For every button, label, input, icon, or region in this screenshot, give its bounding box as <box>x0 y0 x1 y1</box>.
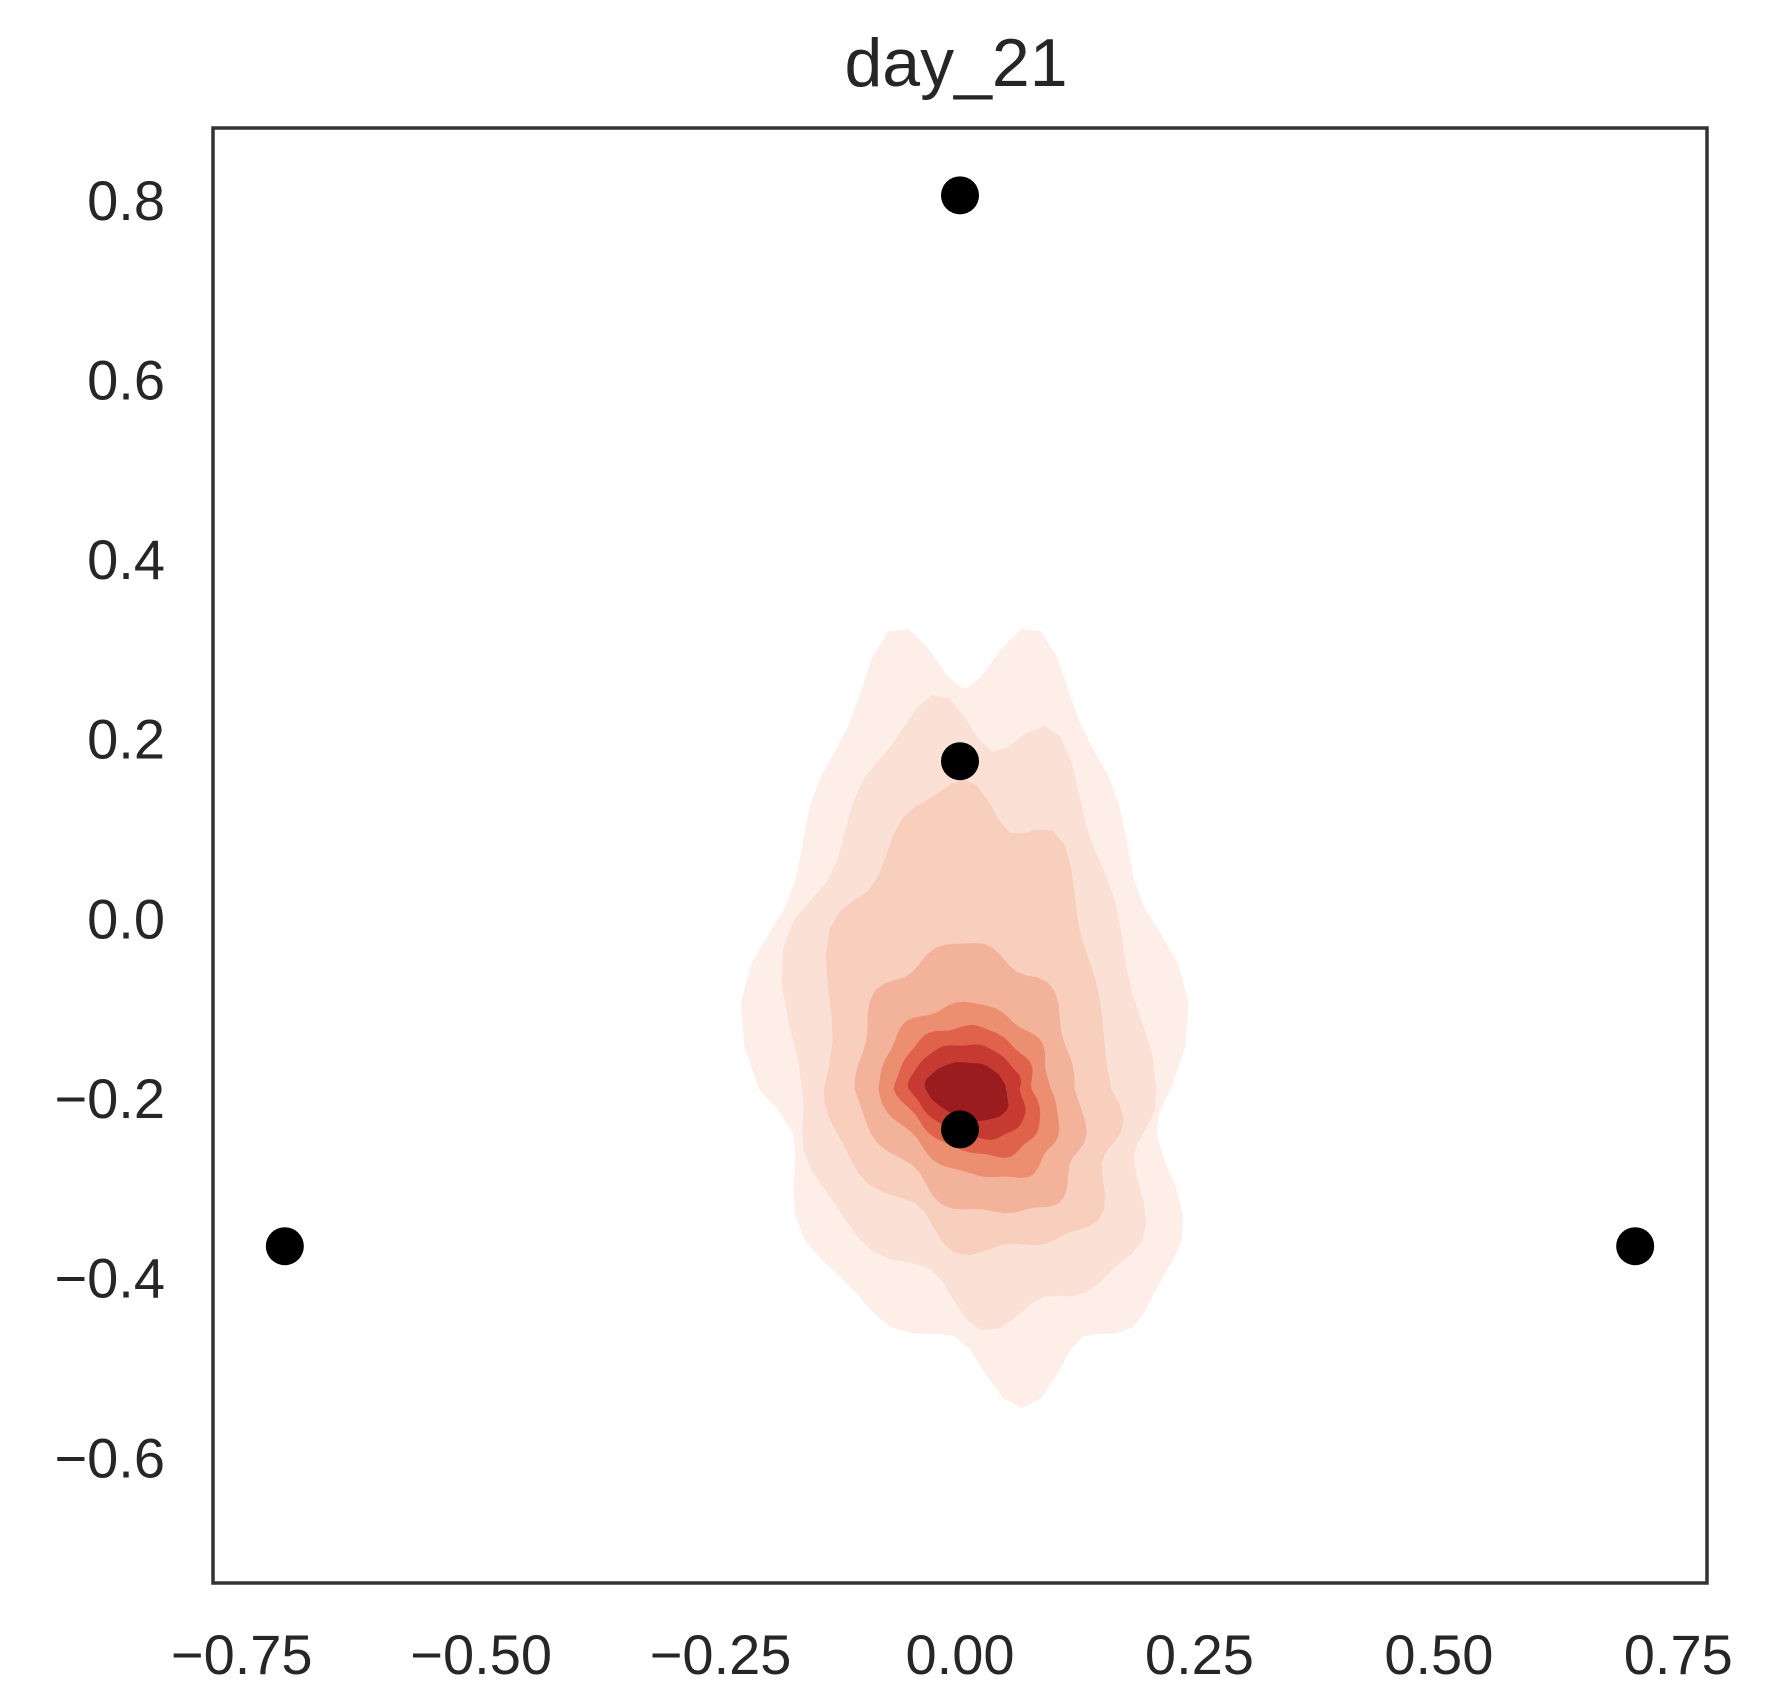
x-tick-label: 0.50 <box>1384 1623 1493 1686</box>
x-tick-label: −0.75 <box>171 1623 313 1686</box>
chart-title: day_21 <box>844 25 1067 101</box>
scatter-point <box>941 742 979 781</box>
scatter-point <box>941 1110 979 1149</box>
y-tick-label: 0.8 <box>87 169 165 232</box>
y-tick-label: −0.6 <box>54 1426 165 1489</box>
plot-frame <box>211 126 1709 1585</box>
x-axis-ticks: −0.75 −0.50 −0.25 0.00 0.25 0.50 0.75 <box>171 1623 1733 1686</box>
y-tick-label: −0.2 <box>54 1067 165 1130</box>
y-tick-label: 0.4 <box>87 528 165 591</box>
y-tick-label: −0.4 <box>54 1247 165 1310</box>
x-tick-label: 0.00 <box>906 1623 1015 1686</box>
scatter-point <box>1616 1227 1655 1266</box>
y-tick-label: 0.6 <box>87 348 165 411</box>
x-tick-label: −0.25 <box>650 1623 792 1686</box>
scatter-point <box>265 1227 304 1266</box>
y-axis-ticks: 0.8 0.6 0.4 0.2 0.0 −0.2 −0.4 −0.6 <box>54 169 165 1489</box>
y-tick-label: 0.2 <box>87 708 165 771</box>
scatter-points <box>265 176 1655 1266</box>
x-tick-label: −0.50 <box>410 1623 552 1686</box>
scatter-point <box>941 176 979 215</box>
density-level-8 <box>924 1062 1009 1122</box>
y-tick-label: 0.0 <box>87 887 165 950</box>
x-tick-label: 0.25 <box>1145 1623 1254 1686</box>
x-tick-label: 0.75 <box>1624 1623 1733 1686</box>
density-contours <box>741 628 1189 1409</box>
